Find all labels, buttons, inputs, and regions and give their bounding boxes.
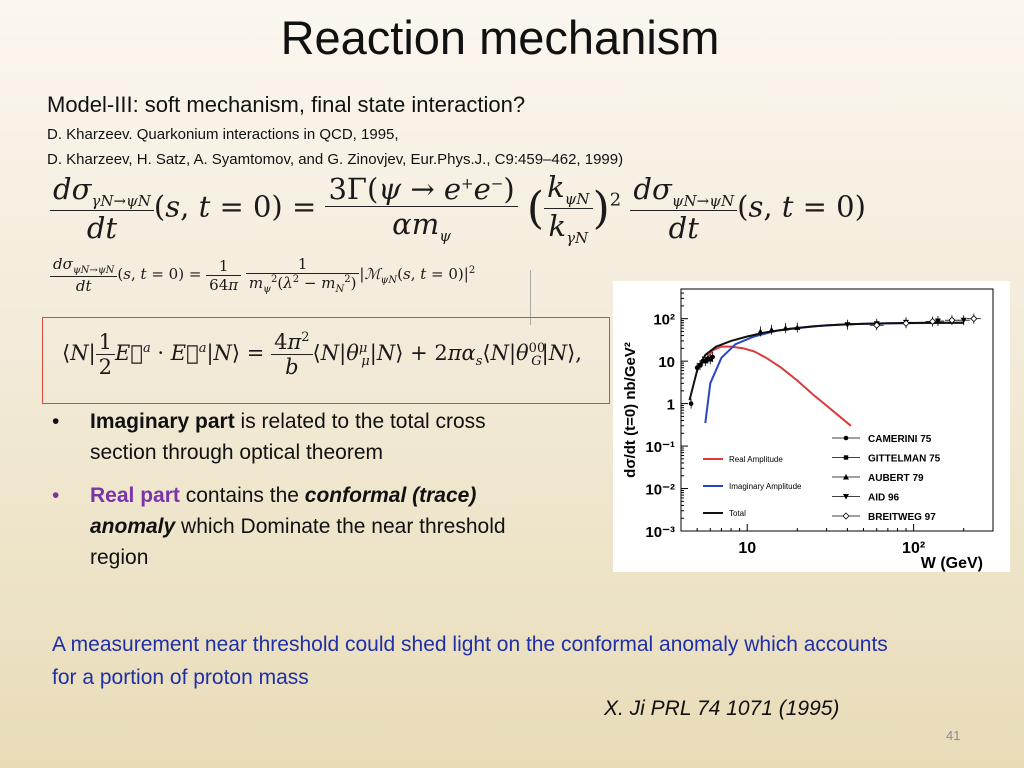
data-point: [768, 326, 775, 333]
data-point: [708, 357, 713, 362]
curve-total: [688, 321, 964, 401]
data-point: [929, 317, 937, 326]
legend-label: AUBERT 79: [868, 473, 924, 484]
legend-marker: [843, 435, 849, 441]
data-point: [697, 363, 703, 368]
data-point: [757, 328, 764, 334]
data-point: [902, 319, 910, 327]
legend-marker: [843, 494, 849, 500]
y-tick-label: 1: [667, 397, 675, 414]
bullet-imaginary-part: • Imaginary part is related to the total…: [52, 410, 486, 464]
divider-line: [530, 270, 531, 325]
slide-title: Reaction mechanism: [280, 11, 720, 64]
y-tick-label: 10⁻²: [645, 482, 675, 499]
data-point: [782, 325, 789, 331]
bullet-2-bold: Real part: [90, 484, 180, 507]
photoproduction-equation: dσγN→ψN dt (s, t = 0) = 3Γ(ψ → e+e−) αmψ (k…: [50, 170, 866, 247]
bullet-2-text: which Dominate the near threshold region: [90, 515, 506, 569]
y-axis-label: dσ/dt (t=0) nb/GeV²: [622, 342, 639, 478]
legend-label: CAMERINI 75: [868, 434, 932, 445]
elastic-cross-section-equation: dσψN→ψN dt (s, t = 0) = 1 64π 1 mψ2(λ2 − mN2…: [50, 255, 475, 295]
y-tick-label: 10: [658, 354, 675, 371]
bullet-real-part: • Real part contains the conformal (trac…: [52, 484, 506, 569]
y-tick-label: 10²: [653, 312, 675, 329]
data-point: [948, 316, 956, 324]
trace-anomaly-equation: ⟨N| 1 2 E⃗a · E⃗a|N⟩ = 4π2 b ⟨N|θμμ|N⟩ + 2παs…: [62, 330, 582, 379]
legend-label: AID 96: [868, 493, 900, 504]
bullet-1-text: is related to the total cross section th…: [90, 410, 486, 464]
bullet-list: • Imaginary part is related to the total…: [52, 406, 542, 585]
data-point: [970, 315, 978, 323]
x-tick-label: 10²: [902, 540, 925, 557]
legend-label: Imaginary Amplitude: [729, 482, 802, 491]
data-point: [688, 401, 694, 406]
legend-label: GITTELMAN 75: [868, 454, 941, 465]
legend-marker: [842, 512, 850, 520]
model-subtitle: Model-III: soft mechanism, final state i…: [47, 92, 526, 117]
data-point: [873, 321, 881, 329]
x-tick-label: 10: [738, 540, 756, 557]
y-tick-label: 10⁻¹: [645, 439, 675, 456]
citation: X. Ji PRL 74 1071 (1995): [604, 697, 840, 720]
trace-anomaly-box: [42, 317, 610, 404]
legend-label: Total: [729, 509, 746, 518]
bullet-2-mid: contains the: [179, 484, 305, 507]
legend-label: BREITWEG 97: [868, 512, 936, 523]
cross-section-plot: 10⁻³ 10⁻² 10⁻¹ 1 10 10² 10 10² W (GeV) dσ/dt (t=0…: [613, 281, 1010, 572]
data-point: [844, 322, 851, 328]
reference-2: D. Kharzeev, H. Satz, A. Syamtomov, and …: [47, 151, 624, 168]
data-point: [794, 324, 801, 330]
y-tick-label: 10⁻³: [645, 524, 675, 541]
legend-marker: [843, 455, 849, 460]
data-point: [703, 358, 708, 364]
curve-real-amplitude: [703, 345, 852, 427]
reference-1: D. Kharzeev. Quarkonium interactions in …: [47, 126, 399, 143]
legend-label: Real Amplitude: [729, 455, 783, 464]
page-number: 41: [946, 728, 961, 743]
bullet-2-bolditalic: conformal (trace) anomaly: [90, 484, 477, 538]
bullet-1-bold: Imaginary part: [90, 410, 235, 433]
data-point: [960, 317, 967, 324]
x-axis-label: W (GeV): [921, 555, 983, 572]
conclusion-text: A measurement near threshold could shed …: [52, 633, 888, 689]
legend-marker: [843, 474, 849, 480]
